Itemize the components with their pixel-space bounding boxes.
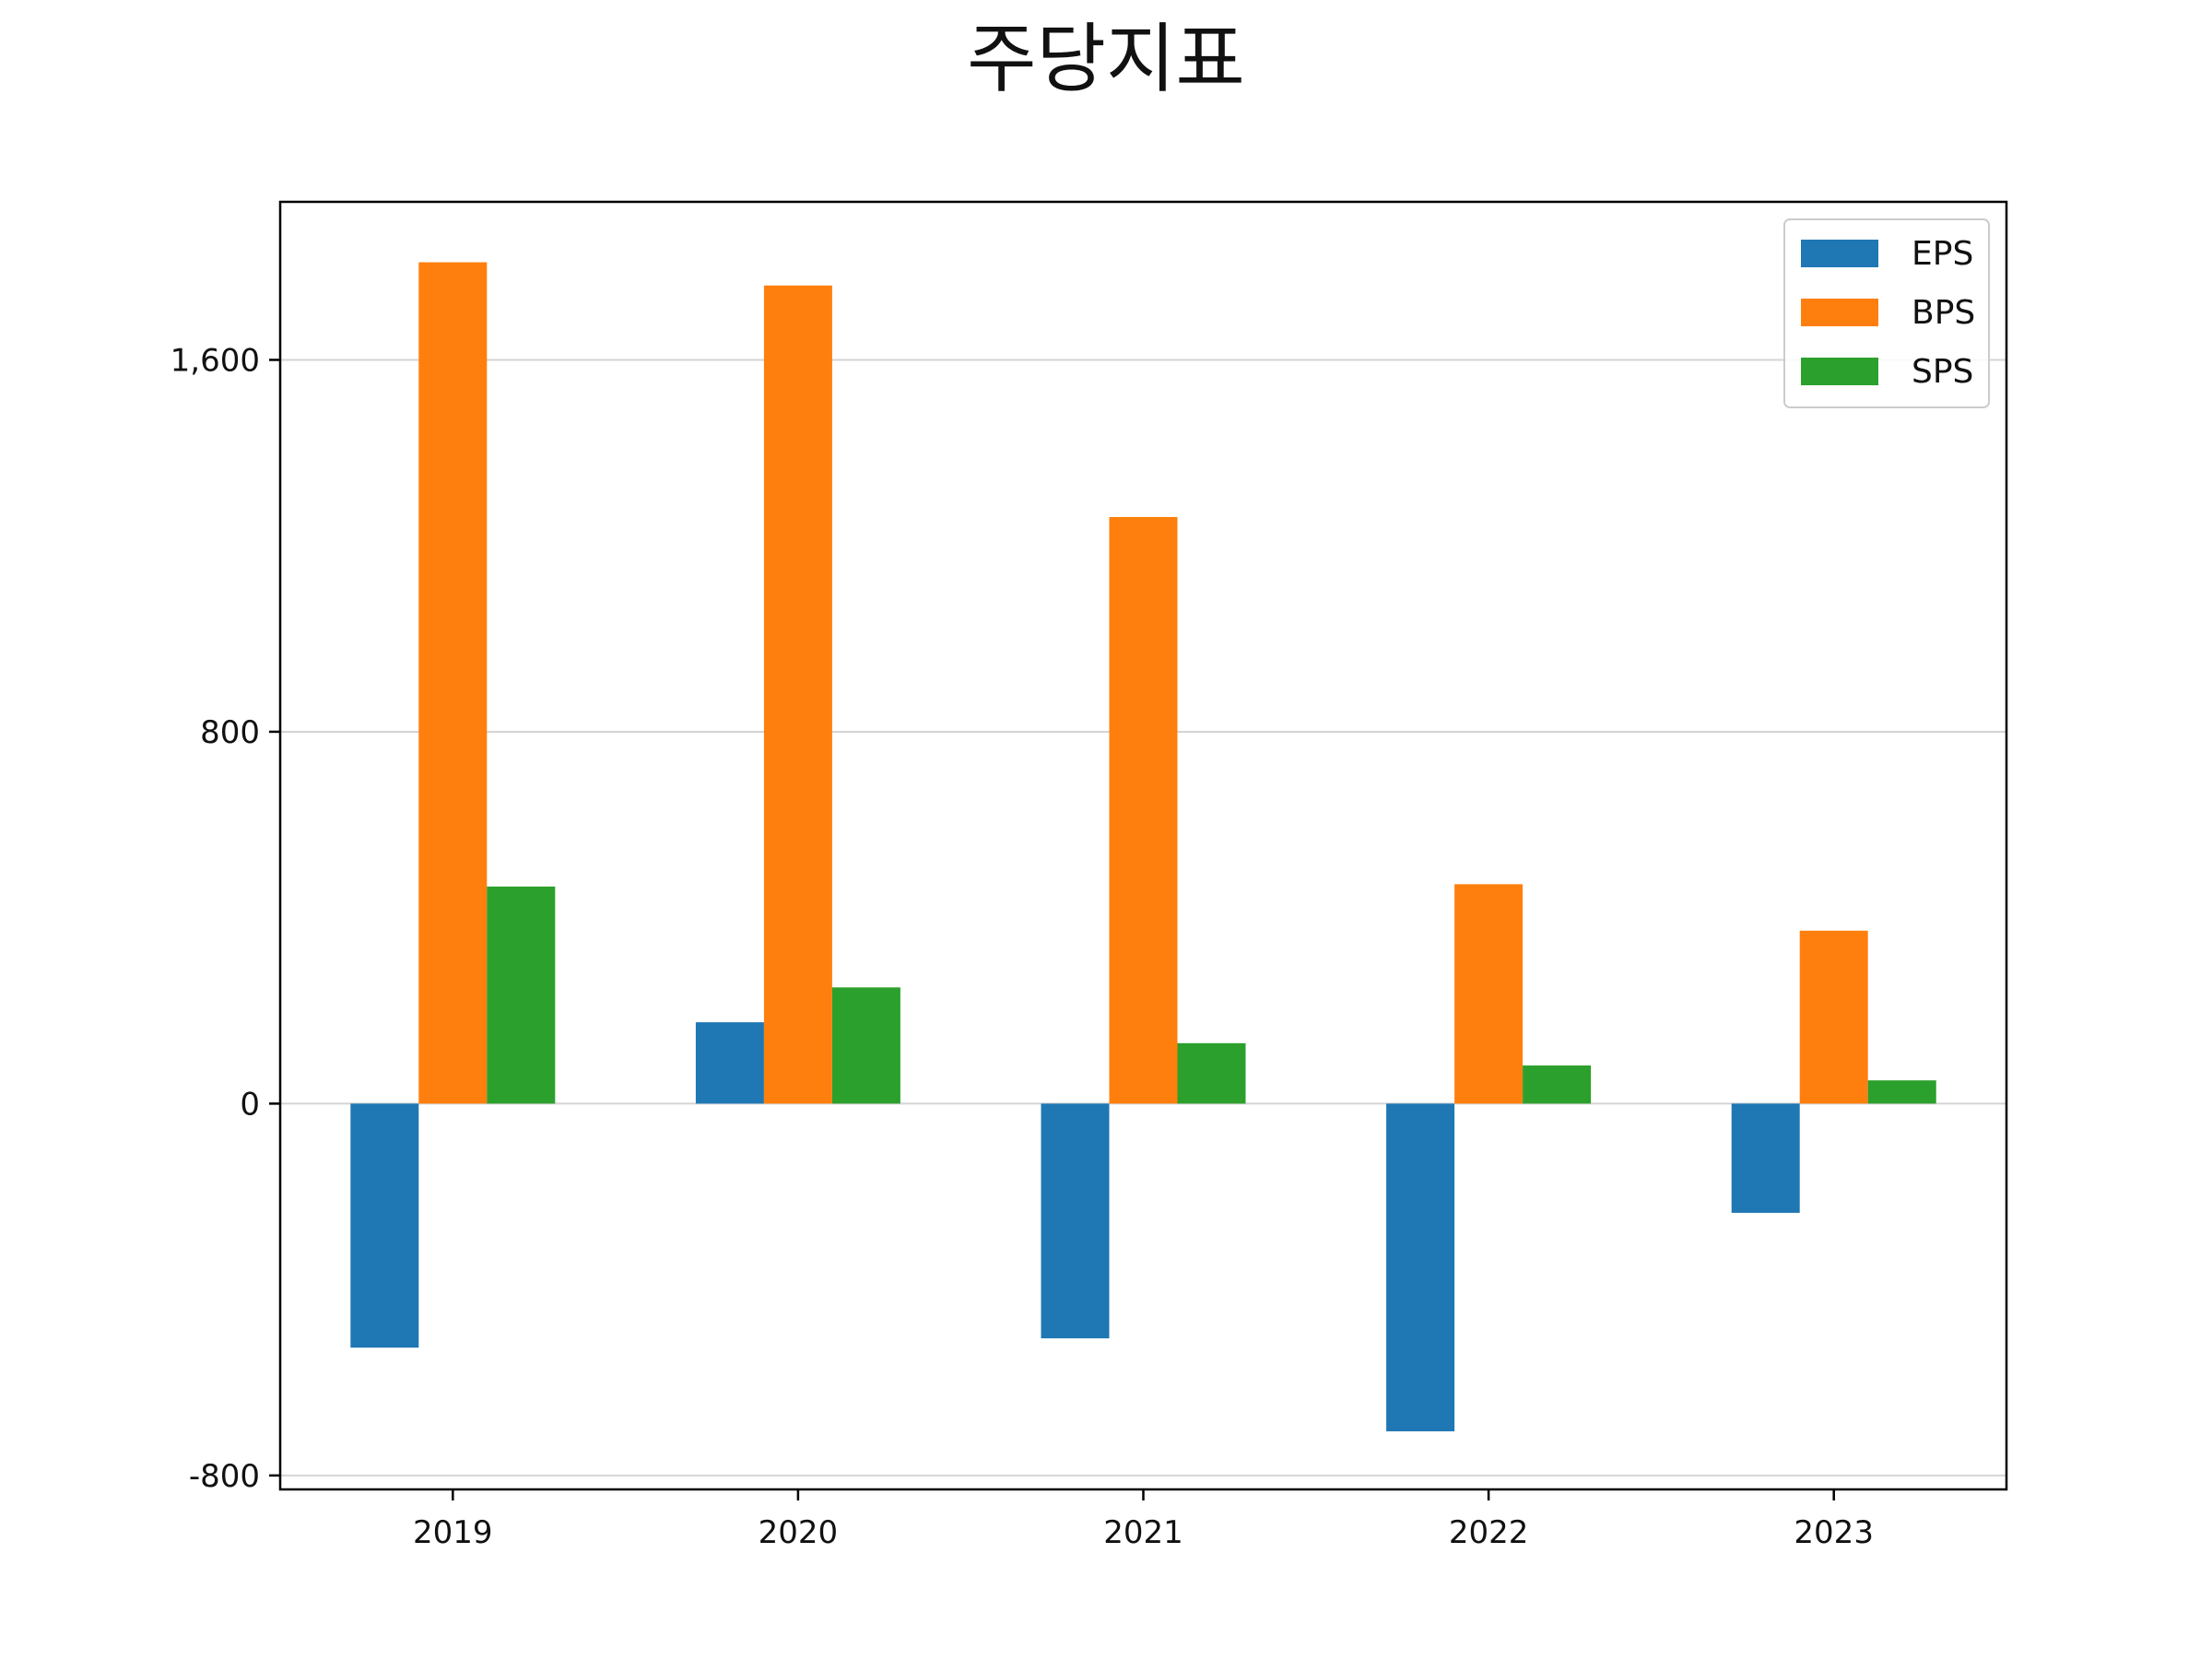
bar-bps-2020 bbox=[763, 285, 832, 1104]
x-tick-label: 2021 bbox=[1103, 1514, 1183, 1551]
legend-swatch-sps bbox=[1801, 358, 1878, 385]
y-tick-label: 800 bbox=[200, 714, 260, 751]
legend-label-eps: EPS bbox=[1912, 235, 1973, 273]
bar-eps-2021 bbox=[1041, 1103, 1110, 1339]
bar-bps-2023 bbox=[1799, 930, 1868, 1104]
bar-sps-2023 bbox=[1867, 1080, 1936, 1104]
y-tick-label: -800 bbox=[189, 1458, 260, 1495]
legend-swatch-eps bbox=[1801, 240, 1878, 267]
legend-swatch-bps bbox=[1801, 299, 1878, 326]
bar-bps-2022 bbox=[1454, 884, 1524, 1104]
bar-eps-2019 bbox=[350, 1103, 419, 1348]
y-axis: -800 0 800 1,600 bbox=[171, 342, 280, 1495]
legend-label-bps: BPS bbox=[1912, 294, 1975, 332]
x-tick-label: 2023 bbox=[1794, 1514, 1874, 1551]
x-tick-label: 2022 bbox=[1449, 1514, 1529, 1551]
y-tick-label: 0 bbox=[240, 1086, 260, 1123]
legend: EPS BPS SPS bbox=[1783, 218, 1990, 408]
bar-sps-2021 bbox=[1177, 1042, 1246, 1104]
bar-bps-2019 bbox=[418, 262, 488, 1104]
x-tick-label: 2019 bbox=[413, 1514, 493, 1551]
bar-eps-2023 bbox=[1731, 1103, 1800, 1213]
bar-sps-2020 bbox=[831, 987, 900, 1104]
chart-title: 주당지표 bbox=[967, 16, 1245, 103]
bar-sps-2022 bbox=[1523, 1065, 1592, 1104]
y-tick-label: 1,600 bbox=[171, 342, 260, 379]
x-axis: 2019 2020 2021 2022 2023 bbox=[413, 1489, 1874, 1551]
x-tick-label: 2020 bbox=[759, 1514, 839, 1551]
bar-eps-2022 bbox=[1386, 1103, 1455, 1431]
bar-bps-2021 bbox=[1109, 516, 1178, 1104]
bar-eps-2020 bbox=[695, 1022, 764, 1104]
legend-label-sps: SPS bbox=[1912, 353, 1973, 391]
bar-sps-2019 bbox=[487, 886, 556, 1104]
bars bbox=[350, 262, 1936, 1431]
